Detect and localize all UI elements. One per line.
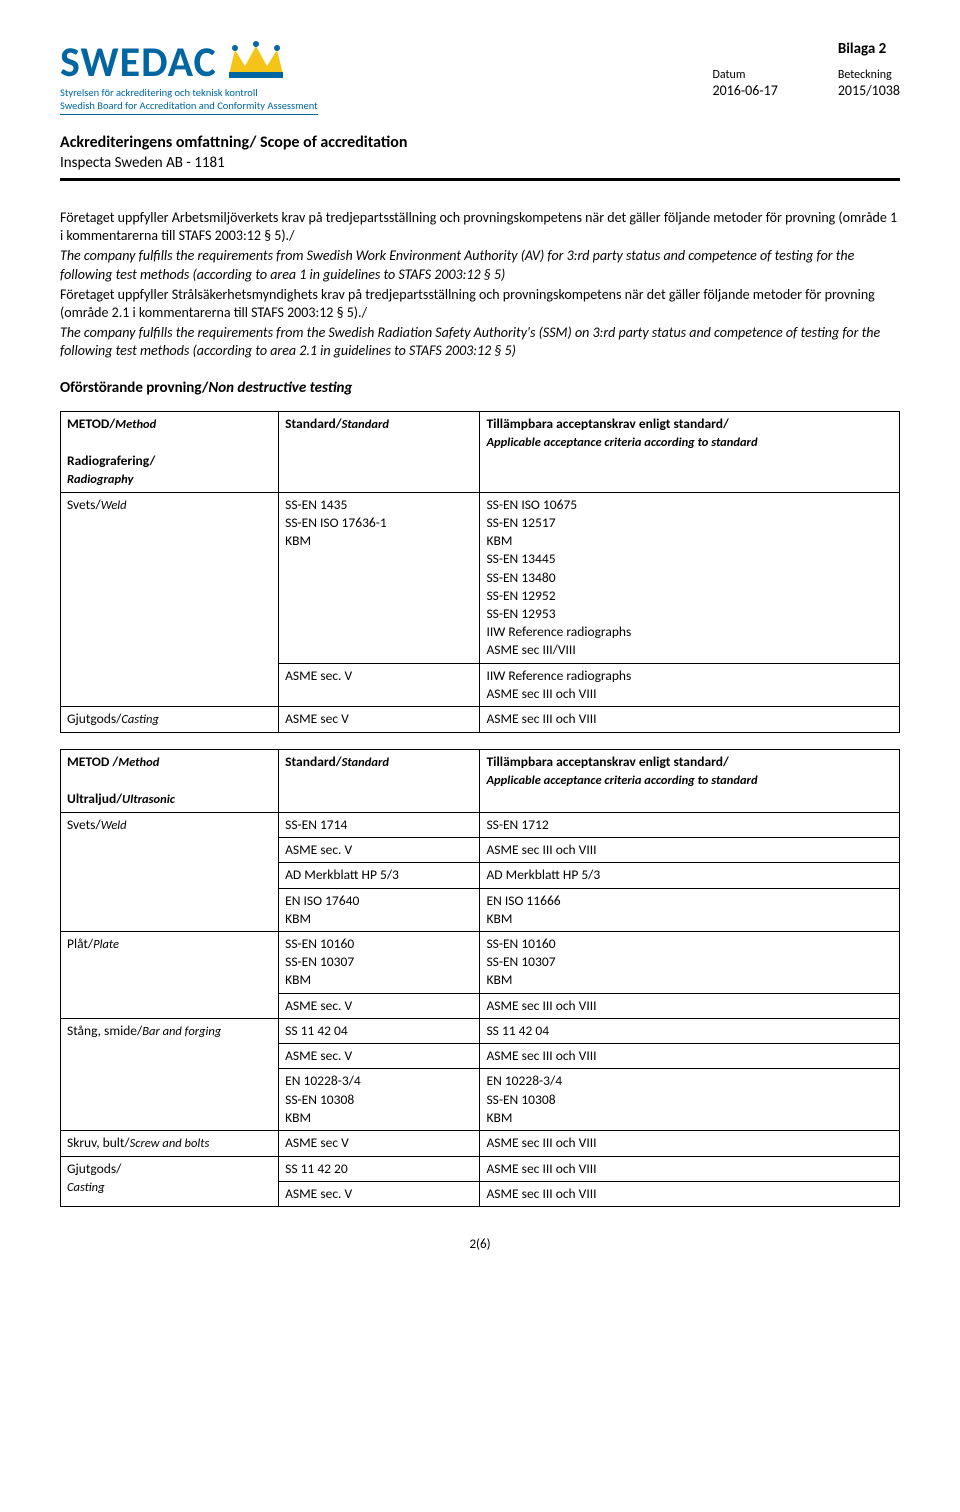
cell: ASME sec III och VIII (480, 838, 900, 863)
bilaga-label: Bilaga 2 (838, 40, 900, 58)
cell: SS 11 42 20 (279, 1156, 480, 1181)
table-row: Svets/Weld SS-EN 1714 SS-EN 1712 (61, 812, 900, 837)
cell: ASME sec III och VIII (480, 1131, 900, 1157)
title-block: Ackrediteringens omfattning/ Scope of ac… (60, 133, 900, 172)
cell: EN 10228-3/4 SS-EN 10308 KBM (279, 1069, 480, 1131)
cell: ASME sec. V (279, 993, 480, 1018)
cell: AD Merkblatt HP 5/3 (480, 863, 900, 888)
paragraph-4: The company fulfills the requirements fr… (60, 324, 900, 360)
table-row: Skruv, bult/Screw and bolts ASME sec V A… (61, 1131, 900, 1157)
beteckning-label: Beteckning (838, 68, 900, 82)
datum-value: 2016-06-17 (712, 82, 777, 99)
cell: Screw and bolts (130, 1136, 210, 1151)
cell: Svets/ (67, 816, 101, 833)
col-method-en: Method (115, 417, 156, 432)
cell: Casting (121, 712, 159, 727)
section-heading: Oförstörande provning/Non destructive te… (60, 379, 900, 397)
cell: Casting (67, 1180, 105, 1195)
col-standard: Standard/ (285, 753, 341, 770)
cell: SS 11 42 04 (480, 1018, 900, 1043)
divider (60, 178, 900, 181)
cell: SS-EN 10160 SS-EN 10307 KBM (279, 932, 480, 994)
table-row: Plåt/Plate SS-EN 10160 SS-EN 10307 KBM S… (61, 932, 900, 994)
col-metod: METOD / (67, 753, 118, 770)
meta-block: . Datum 2016-06-17 Bilaga 2 Beteckning 2… (712, 40, 900, 99)
table-ultrasonic: METOD /Method Ultraljud/Ultrasonic Stand… (60, 749, 900, 1207)
paragraph-3: Företaget uppfyller Strålsäkerhetsmyndig… (60, 286, 900, 322)
section-heading-en: Non destructive testing (208, 379, 352, 397)
col-standard-en: Standard (342, 755, 389, 770)
col-standard-en: Standard (342, 417, 389, 432)
page-number: 2(6) (60, 1237, 900, 1252)
col-standard: Standard/ (285, 415, 341, 432)
cell: ASME sec. V (279, 1182, 480, 1207)
method-radiografering: Radiografering/ (67, 452, 155, 469)
method-ultraljud: Ultraljud/ (67, 790, 122, 807)
cell: Plåt/ (67, 935, 93, 952)
cell: ASME sec. V (279, 663, 480, 706)
col-criteria: Tillämpbara acceptanskrav enligt standar… (486, 415, 728, 432)
page-title: Ackrediteringens omfattning/ Scope of ac… (60, 133, 900, 152)
cell: EN ISO 17640 KBM (279, 888, 480, 931)
page-subtitle: Inspecta Sweden AB - 1181 (60, 154, 900, 172)
section-heading-sv: Oförstörande provning/ (60, 379, 208, 397)
cell: Plate (93, 937, 119, 952)
table-row: Gjutgods/Casting ASME sec V ASME sec III… (61, 707, 900, 733)
col-criteria-en: Applicable acceptance criteria according… (486, 773, 757, 788)
cell: EN 10228-3/4 SS-EN 10308 KBM (480, 1069, 900, 1131)
datum-label: Datum (712, 68, 777, 82)
cell: Gjutgods/ (67, 710, 121, 727)
logo-text: SWEDAC (60, 42, 217, 84)
col-criteria-en: Applicable acceptance criteria according… (486, 435, 757, 450)
cell: Gjutgods/ (67, 1160, 121, 1177)
cell: ASME sec III och VIII (480, 993, 900, 1018)
cell: SS-EN ISO 10675 SS-EN 12517 KBM SS-EN 13… (480, 492, 900, 663)
col-method-en: Method (118, 755, 159, 770)
col-metod: METOD/ (67, 415, 115, 432)
cell: ASME sec III och VIII (480, 1044, 900, 1069)
cell: ASME sec III och VIII (480, 1156, 900, 1181)
cell: AD Merkblatt HP 5/3 (279, 863, 480, 888)
logo-subtitle-en: Swedish Board for Accreditation and Conf… (60, 99, 318, 115)
beteckning-value: 2015/1038 (838, 82, 900, 99)
cell: Svets/ (67, 496, 101, 513)
cell: ASME sec. V (279, 838, 480, 863)
cell: SS 11 42 04 (279, 1018, 480, 1043)
paragraph-2: The company fulfills the requirements fr… (60, 247, 900, 283)
cell: Bar and forging (142, 1024, 221, 1039)
table-row: METOD /Method Ultraljud/Ultrasonic Stand… (61, 749, 900, 812)
cell: EN ISO 11666 KBM (480, 888, 900, 931)
body-text: Företaget uppfyller Arbetsmiljöverkets k… (60, 209, 900, 361)
method-radiography: Radiography (67, 472, 133, 487)
logo-block: SWEDAC Styrelsen för ackreditering och t… (60, 40, 318, 115)
cell: IIW Reference radiographs ASME sec III o… (480, 663, 900, 706)
cell: SS-EN 10160 SS-EN 10307 KBM (480, 932, 900, 994)
cell: SS-EN 1714 (279, 812, 480, 837)
table-row: METOD/Method Radiografering/ Radiography… (61, 411, 900, 492)
cell: Stång, smide/ (67, 1022, 142, 1039)
cell: SS-EN 1435 SS-EN ISO 17636-1 KBM (279, 492, 480, 663)
crown-icon (225, 40, 287, 80)
cell: ASME sec III och VIII (480, 707, 900, 733)
cell: Weld (101, 818, 127, 833)
cell: ASME sec. V (279, 1044, 480, 1069)
cell: ASME sec III och VIII (480, 1182, 900, 1207)
cell: SS-EN 1712 (480, 812, 900, 837)
header: SWEDAC Styrelsen för ackreditering och t… (60, 40, 900, 115)
table-row: Stång, smide/Bar and forging SS 11 42 04… (61, 1018, 900, 1043)
table-row: Svets/Weld SS-EN 1435 SS-EN ISO 17636-1 … (61, 492, 900, 663)
cell: Skruv, bult/ (67, 1134, 130, 1151)
cell: ASME sec V (279, 1131, 480, 1157)
table-row: Gjutgods/Casting SS 11 42 20 ASME sec II… (61, 1156, 900, 1181)
logo-subtitle-sv: Styrelsen för ackreditering och teknisk … (60, 86, 318, 99)
table-radiography: METOD/Method Radiografering/ Radiography… (60, 411, 900, 733)
paragraph-1: Företaget uppfyller Arbetsmiljöverkets k… (60, 209, 900, 245)
cell: Weld (101, 498, 127, 513)
method-ultrasonic: Ultrasonic (122, 792, 175, 807)
col-criteria: Tillämpbara acceptanskrav enligt standar… (486, 753, 728, 770)
cell: ASME sec V (279, 707, 480, 733)
